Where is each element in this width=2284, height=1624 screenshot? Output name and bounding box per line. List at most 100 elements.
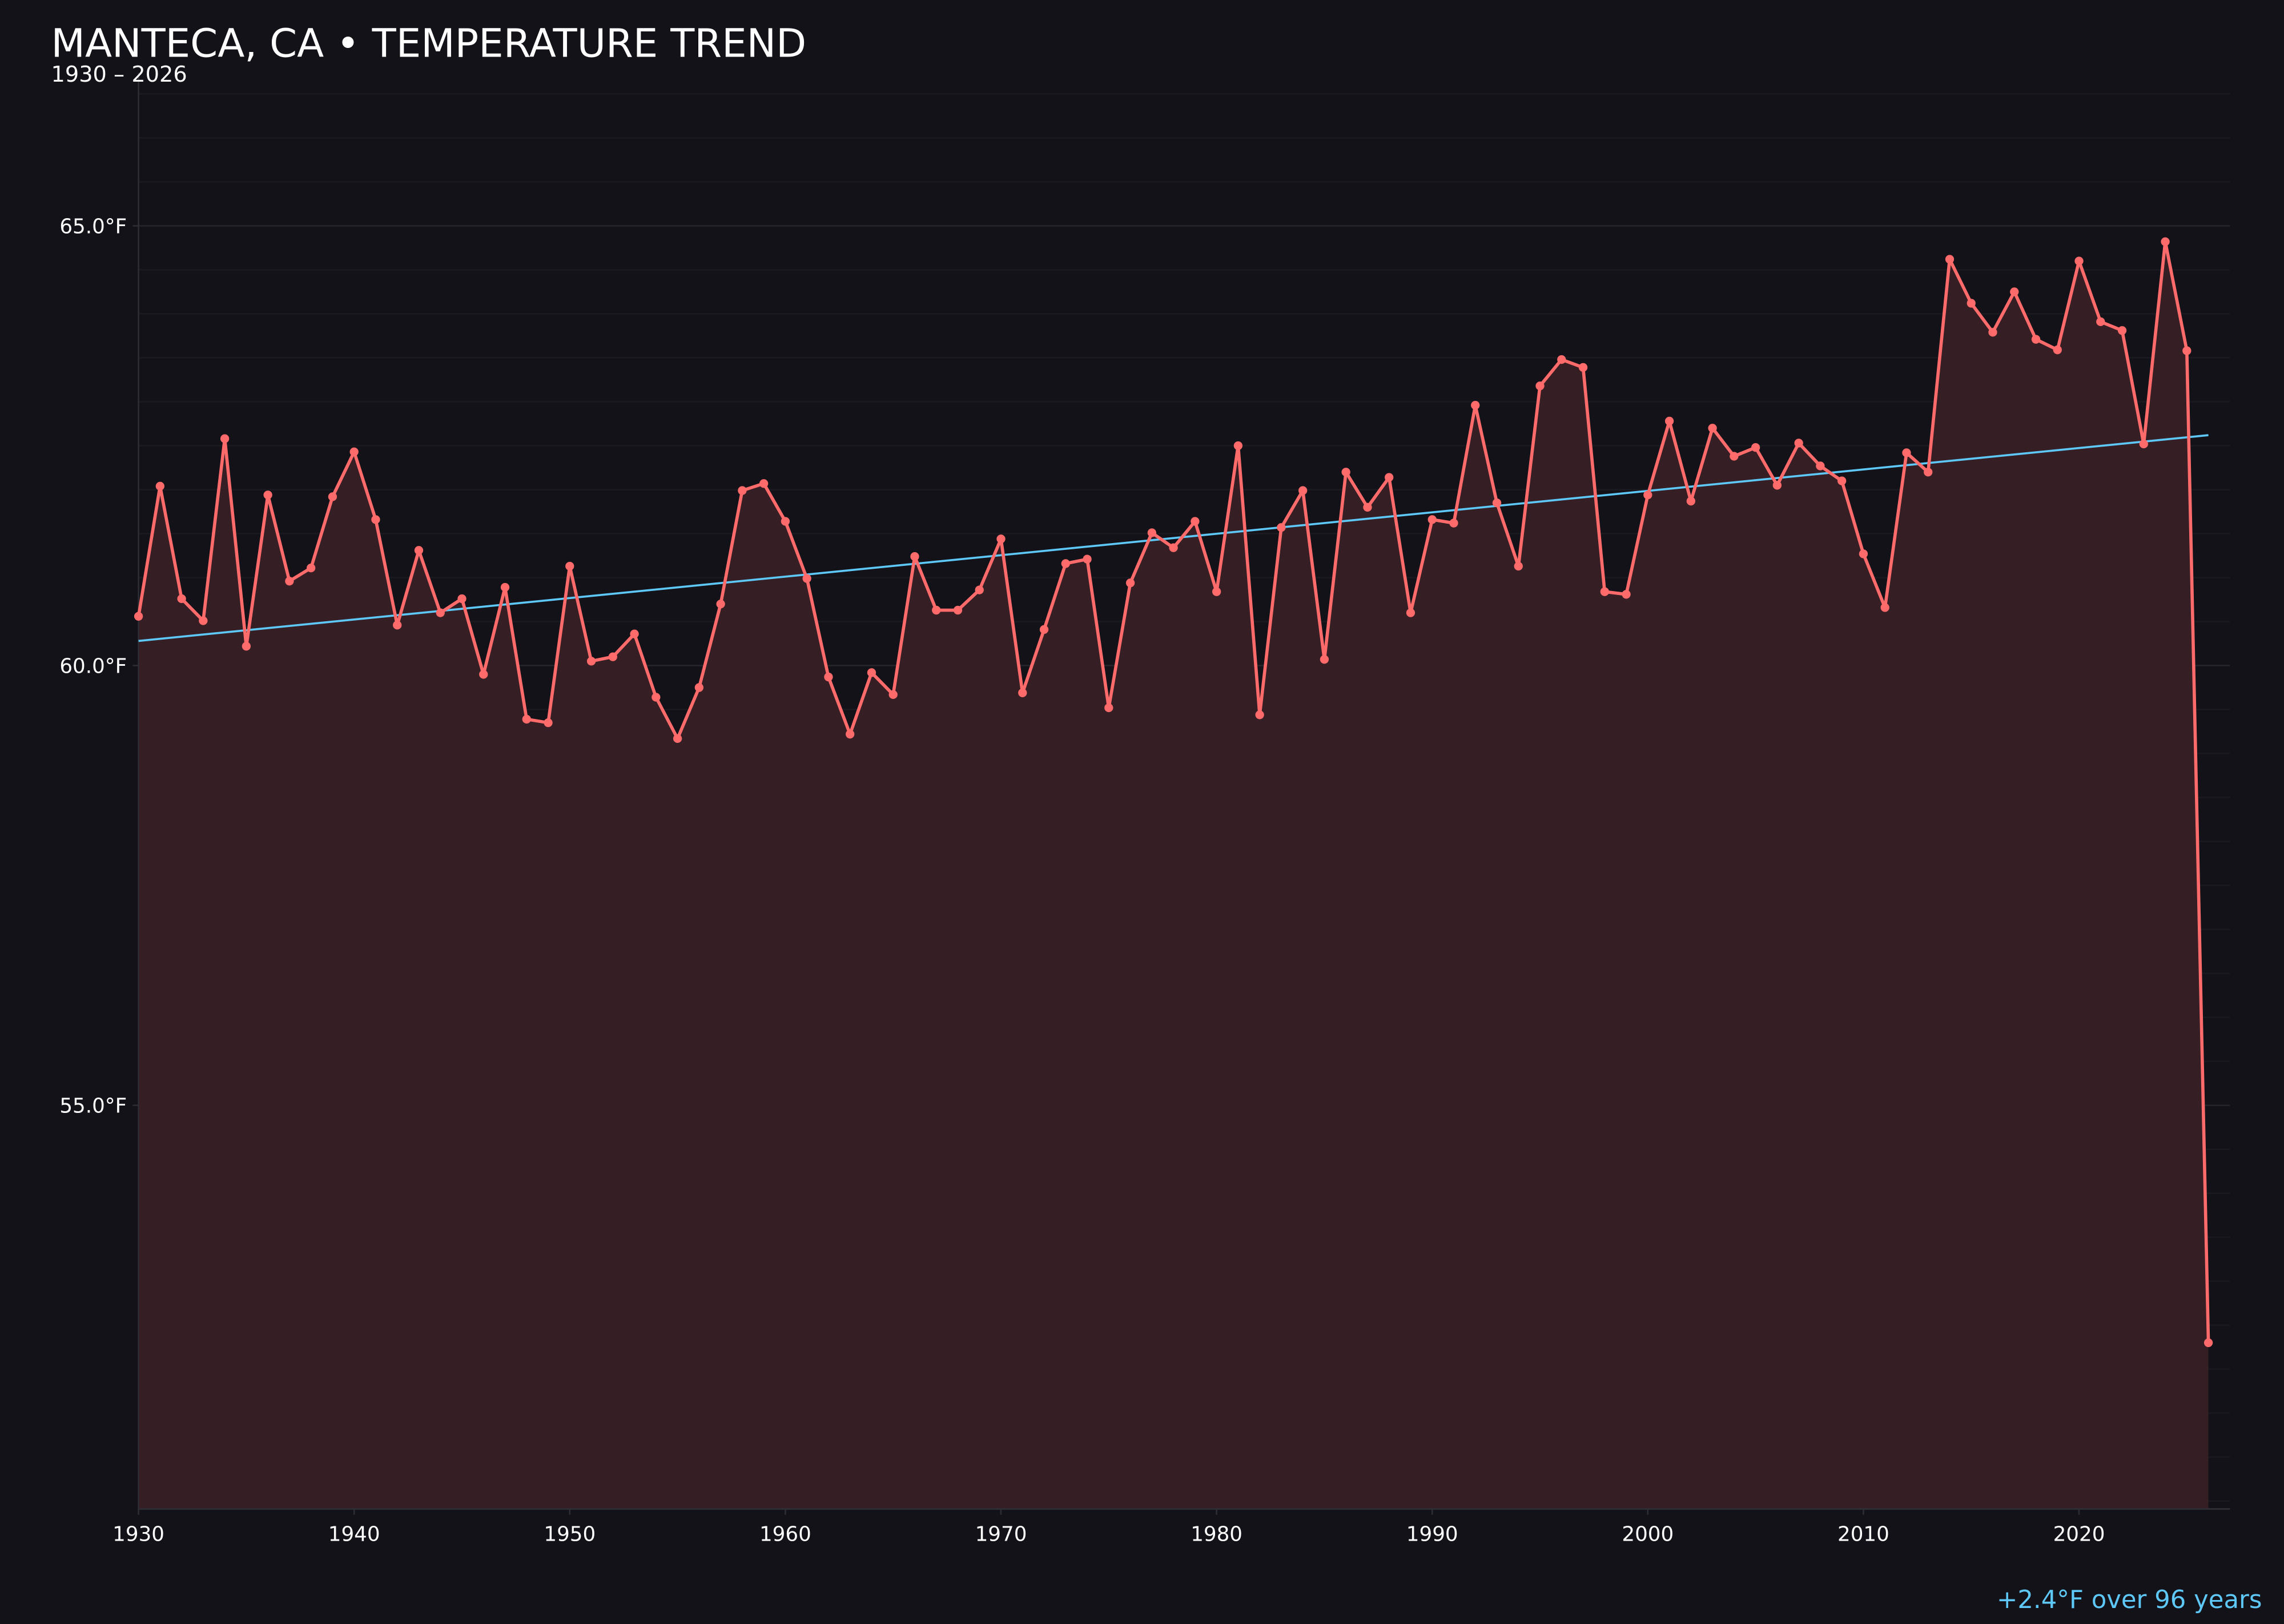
data-point [1233, 441, 1243, 451]
x-tick-label: 2000 [1622, 1523, 1674, 1546]
data-point [738, 486, 747, 495]
data-point [1061, 559, 1070, 568]
data-point [2010, 287, 2019, 296]
data-point [1600, 587, 1609, 596]
chart-subtitle: 1930 – 2026 [51, 62, 187, 87]
data-point [910, 552, 919, 561]
y-tick-label: 65.0°F [59, 215, 127, 238]
temperature-area-fill [138, 242, 2209, 1509]
data-point [1902, 448, 1911, 457]
data-point [888, 690, 898, 700]
data-point [953, 605, 963, 615]
data-point [522, 714, 531, 724]
data-point [242, 642, 251, 651]
data-point [155, 481, 164, 491]
chart-title: MANTECA, CA • TEMPERATURE TREND [51, 21, 807, 66]
data-point [1859, 549, 1868, 558]
data-point [1514, 561, 1523, 571]
data-point [867, 668, 876, 677]
data-point [1385, 473, 1394, 482]
data-point [1967, 299, 1976, 308]
data-point [759, 479, 769, 488]
data-point [199, 616, 208, 625]
data-point [1083, 554, 1092, 564]
data-point [1363, 503, 1372, 512]
data-point [2139, 439, 2148, 449]
data-point [2161, 237, 2170, 246]
data-point [2074, 256, 2084, 266]
data-point [1125, 578, 1135, 588]
data-point [673, 734, 682, 743]
data-point [1320, 655, 1329, 664]
data-point [1169, 543, 1178, 552]
data-point [1945, 255, 1955, 264]
data-point [1471, 401, 1480, 410]
data-point [1492, 498, 1502, 508]
data-point [1664, 416, 1674, 426]
data-point [328, 492, 337, 501]
data-point [2096, 317, 2105, 327]
data-point [975, 585, 984, 594]
data-point [177, 594, 186, 604]
trend-annotation: +2.4°F over 96 years [1997, 1586, 2262, 1614]
data-point [565, 561, 574, 571]
data-point [1277, 523, 1286, 532]
data-point [544, 718, 553, 727]
x-tick-label: 1970 [975, 1523, 1027, 1546]
x-tick-label: 1940 [328, 1523, 380, 1546]
data-point [630, 629, 639, 638]
x-tick-label: 2020 [2053, 1523, 2105, 1546]
data-point [1708, 424, 1717, 433]
data-point [479, 670, 488, 679]
data-point [436, 608, 445, 617]
y-tick-label: 55.0°F [59, 1094, 127, 1117]
data-point [1212, 587, 1221, 596]
data-point [1622, 590, 1631, 599]
data-point [1191, 517, 1200, 526]
data-point [1794, 439, 1803, 448]
data-point [1772, 481, 1782, 490]
data-point [824, 672, 833, 682]
data-point [1406, 608, 1416, 617]
data-point [349, 447, 359, 456]
data-point [1751, 443, 1760, 452]
data-point [1643, 491, 1652, 500]
data-point [2203, 1338, 2213, 1348]
data-point [1880, 603, 1889, 612]
data-points [134, 237, 2213, 1348]
x-tick-label: 1930 [112, 1523, 164, 1546]
data-point [781, 517, 790, 526]
data-point [694, 683, 704, 692]
data-point [285, 577, 294, 586]
data-point [1924, 468, 1933, 477]
data-point [414, 546, 424, 555]
data-point [608, 652, 617, 661]
axes [138, 73, 2230, 1510]
x-tick-label: 1950 [544, 1523, 596, 1546]
x-tick-label: 1980 [1191, 1523, 1242, 1546]
data-point [586, 657, 596, 666]
trend-line [138, 434, 2209, 642]
data-point [1557, 355, 1566, 364]
x-axis-ticks: 1930 1940 1950 1960 1970 1980 1990 2000 2010 2020 [112, 1509, 2105, 1546]
x-tick-label: 1960 [759, 1523, 811, 1546]
data-point [1298, 486, 1308, 495]
data-point [307, 563, 316, 573]
data-point [1018, 688, 1027, 697]
data-point [393, 621, 402, 630]
data-point [1147, 528, 1156, 537]
data-point [263, 491, 272, 500]
y-axis-ticks: 55.0°F 60.0°F 65.0°F [59, 215, 139, 1117]
data-point [2182, 346, 2191, 355]
data-point [1449, 518, 1458, 528]
data-point [1816, 461, 1825, 471]
data-point [846, 730, 855, 739]
data-point [1104, 703, 1113, 713]
data-point [2031, 335, 2041, 344]
data-point [1578, 363, 1588, 372]
data-point [1427, 515, 1437, 524]
data-point [457, 594, 467, 604]
data-point [1837, 476, 1847, 485]
data-point [2117, 326, 2127, 335]
